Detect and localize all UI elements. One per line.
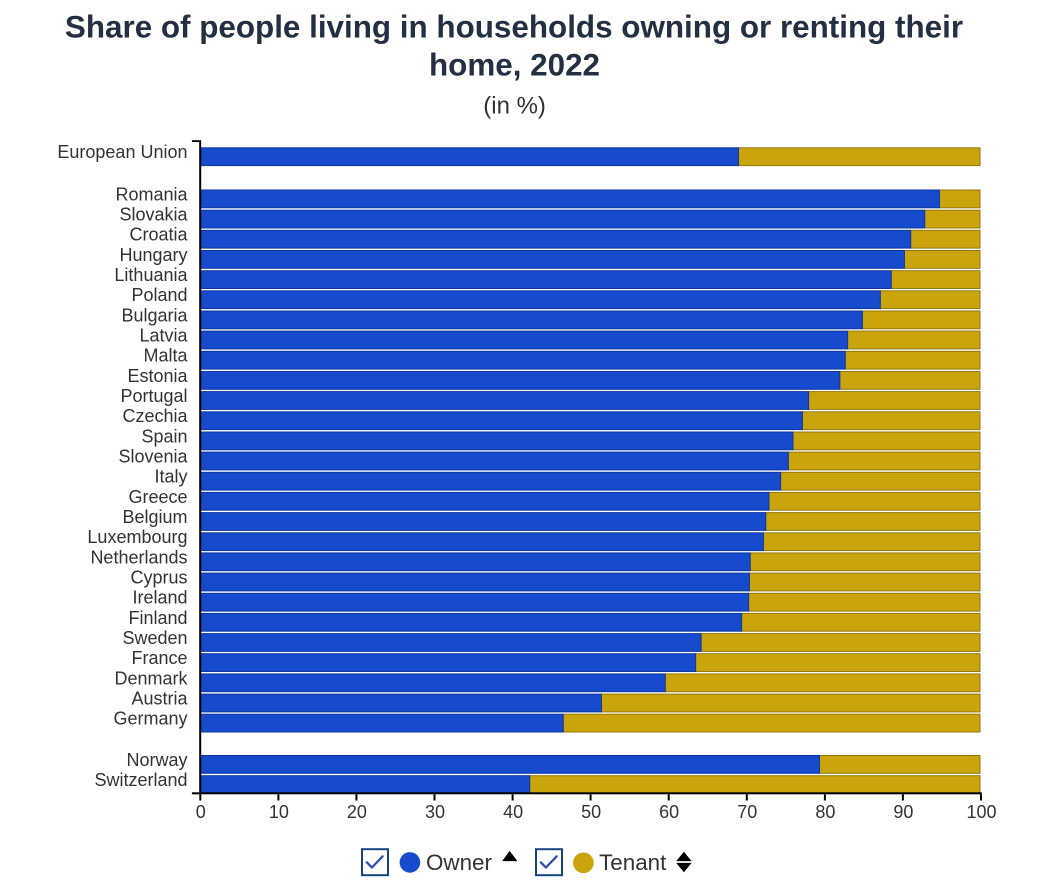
svg-text:Lithuania: Lithuania: [114, 265, 188, 285]
svg-text:0: 0: [196, 802, 206, 822]
svg-text:60: 60: [659, 802, 679, 822]
svg-text:Slovakia: Slovakia: [119, 205, 188, 225]
svg-text:Estonia: Estonia: [127, 366, 188, 386]
svg-text:Denmark: Denmark: [114, 668, 188, 688]
svg-text:Bulgaria: Bulgaria: [121, 305, 188, 325]
svg-text:20: 20: [347, 802, 367, 822]
svg-text:Latvia: Latvia: [139, 326, 188, 346]
svg-text:European Union: European Union: [57, 142, 187, 162]
svg-text:Romania: Romania: [115, 184, 188, 204]
svg-text:70: 70: [737, 802, 757, 822]
svg-text:Luxembourg: Luxembourg: [87, 527, 187, 547]
svg-text:Germany: Germany: [113, 709, 187, 729]
svg-text:Spain: Spain: [141, 426, 187, 446]
svg-text:Norway: Norway: [126, 750, 187, 770]
svg-text:(in %): (in %): [483, 93, 546, 120]
svg-text:Italy: Italy: [154, 467, 187, 487]
svg-text:Ireland: Ireland: [132, 588, 187, 608]
svg-text:France: France: [131, 648, 187, 668]
svg-text:Tenant: Tenant: [599, 850, 667, 875]
svg-text:Malta: Malta: [143, 346, 188, 366]
svg-text:Portugal: Portugal: [120, 386, 187, 406]
svg-text:50: 50: [581, 802, 601, 822]
svg-text:Czechia: Czechia: [122, 406, 188, 426]
svg-text:Switzerland: Switzerland: [94, 770, 187, 790]
svg-text:Owner: Owner: [426, 850, 492, 875]
svg-text:90: 90: [893, 802, 913, 822]
svg-text:Share of people living in hous: Share of people living in households own…: [65, 9, 963, 44]
svg-text:Slovenia: Slovenia: [118, 447, 188, 467]
svg-text:Greece: Greece: [128, 487, 187, 507]
svg-text:Netherlands: Netherlands: [90, 547, 187, 567]
svg-text:Poland: Poland: [131, 285, 187, 305]
svg-text:80: 80: [815, 802, 835, 822]
svg-text:30: 30: [425, 802, 445, 822]
svg-text:40: 40: [503, 802, 523, 822]
svg-text:Hungary: Hungary: [119, 245, 187, 265]
svg-text:Cyprus: Cyprus: [130, 568, 187, 588]
svg-text:Belgium: Belgium: [122, 507, 187, 527]
svg-text:Croatia: Croatia: [129, 225, 188, 245]
svg-text:100: 100: [966, 802, 996, 822]
svg-text:home, 2022: home, 2022: [429, 48, 600, 83]
svg-text:10: 10: [269, 802, 289, 822]
svg-text:Austria: Austria: [131, 689, 188, 709]
svg-text:Sweden: Sweden: [122, 628, 187, 648]
svg-text:Finland: Finland: [128, 608, 187, 628]
